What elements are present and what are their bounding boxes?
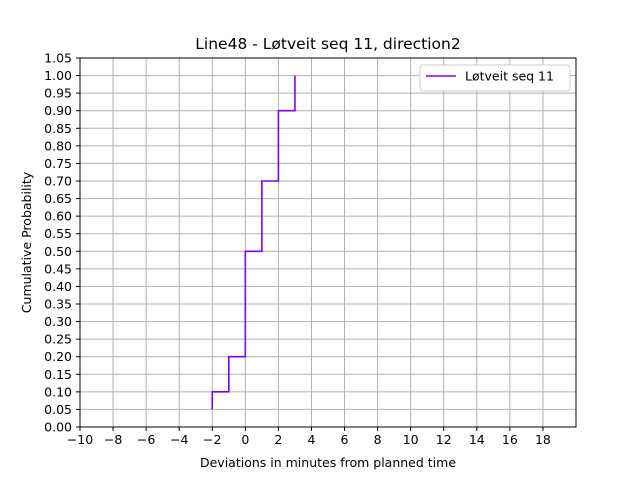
x-tick-label: 0	[241, 432, 249, 447]
y-tick-label: 0.40	[44, 279, 72, 294]
y-tick-label: 0.20	[44, 349, 72, 364]
y-tick-label: 0.45	[44, 261, 72, 276]
x-tick-label: 18	[535, 432, 551, 447]
x-tick-label: 10	[403, 432, 419, 447]
y-tick-label: 1.00	[44, 68, 72, 83]
y-tick-label: 0.60	[44, 209, 72, 224]
x-tick-label: 2	[274, 432, 282, 447]
legend-box	[419, 64, 571, 92]
y-axis-label: Cumulative Probability	[19, 171, 34, 313]
x-tick-label: −4	[170, 432, 188, 447]
y-tick-label: 0.95	[44, 86, 72, 101]
plot-frame	[79, 57, 577, 428]
x-tick-label: 6	[341, 432, 349, 447]
y-tick-label: 1.05	[44, 51, 72, 66]
y-tick-label: 0.25	[44, 332, 72, 347]
x-tick-label: 12	[436, 432, 452, 447]
x-tick-label: 14	[469, 432, 485, 447]
x-tick-label: 8	[374, 432, 382, 447]
y-tick-label: 0.70	[44, 174, 72, 189]
y-tick-label: 0.05	[44, 402, 72, 417]
y-axis: 0.00 0.05 0.10 0.15 0.20 0.25 0.30 0.35 0.40 0.45…	[44, 51, 80, 435]
x-tick-label: −10	[67, 432, 93, 447]
y-tick-label: 0.15	[44, 367, 72, 382]
x-tick-label: 16	[502, 432, 518, 447]
y-tick-label: 0.90	[44, 103, 72, 118]
y-tick-label: 0.65	[44, 191, 72, 206]
x-axis: −10 −8 −6 −4 −2 0 2 4 6 8 10 12 14 16 18	[67, 427, 551, 447]
y-tick-label: 0.00	[44, 420, 72, 435]
x-tick-label: −6	[137, 432, 155, 447]
chart-title: Line48 - Løtveit seq 11, direction2	[195, 35, 460, 53]
y-tick-label: 0.85	[44, 121, 72, 136]
legend-label: Løtveit seq 11	[465, 69, 554, 84]
x-axis-label: Deviations in minutes from planned time	[200, 455, 456, 470]
y-tick-label: 0.30	[44, 314, 72, 329]
y-tick-label: 0.80	[44, 138, 72, 153]
y-tick-label: 0.55	[44, 226, 72, 241]
x-tick-label: −2	[203, 432, 221, 447]
x-tick-label: 4	[307, 432, 315, 447]
legend: Løtveit seq 11	[419, 64, 571, 92]
series-line	[211, 75, 296, 410]
y-tick-label: 0.35	[44, 297, 72, 312]
y-tick-label: 0.50	[44, 244, 72, 259]
y-tick-label: 0.10	[44, 384, 72, 399]
series-layer	[211, 75, 296, 410]
x-tick-label: −8	[104, 432, 122, 447]
y-tick-label: 0.75	[44, 156, 72, 171]
